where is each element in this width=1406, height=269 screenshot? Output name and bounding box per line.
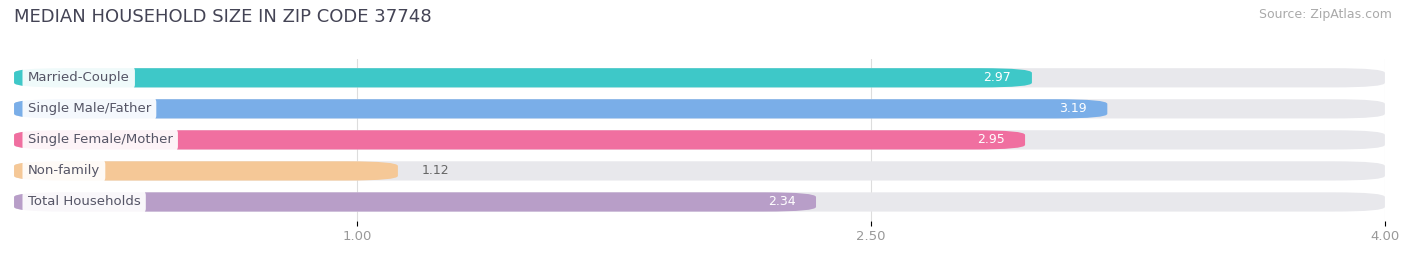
Text: Single Male/Father: Single Male/Father: [28, 102, 150, 115]
Text: 1.12: 1.12: [422, 164, 450, 178]
Text: 3.19: 3.19: [1059, 102, 1087, 115]
FancyBboxPatch shape: [14, 161, 398, 180]
Text: Single Female/Mother: Single Female/Mother: [28, 133, 173, 146]
Text: MEDIAN HOUSEHOLD SIZE IN ZIP CODE 37748: MEDIAN HOUSEHOLD SIZE IN ZIP CODE 37748: [14, 8, 432, 26]
FancyBboxPatch shape: [14, 99, 1108, 118]
FancyBboxPatch shape: [14, 161, 1385, 180]
FancyBboxPatch shape: [14, 99, 1385, 118]
Text: Non-family: Non-family: [28, 164, 100, 178]
Text: Total Households: Total Households: [28, 196, 141, 208]
Text: 2.97: 2.97: [984, 71, 1011, 84]
FancyBboxPatch shape: [14, 68, 1385, 87]
FancyBboxPatch shape: [14, 192, 815, 212]
Text: Source: ZipAtlas.com: Source: ZipAtlas.com: [1258, 8, 1392, 21]
Text: 2.95: 2.95: [977, 133, 1004, 146]
FancyBboxPatch shape: [14, 68, 1032, 87]
Text: Married-Couple: Married-Couple: [28, 71, 129, 84]
Text: 2.34: 2.34: [768, 196, 796, 208]
FancyBboxPatch shape: [14, 130, 1025, 150]
FancyBboxPatch shape: [14, 192, 1385, 212]
FancyBboxPatch shape: [14, 130, 1385, 150]
